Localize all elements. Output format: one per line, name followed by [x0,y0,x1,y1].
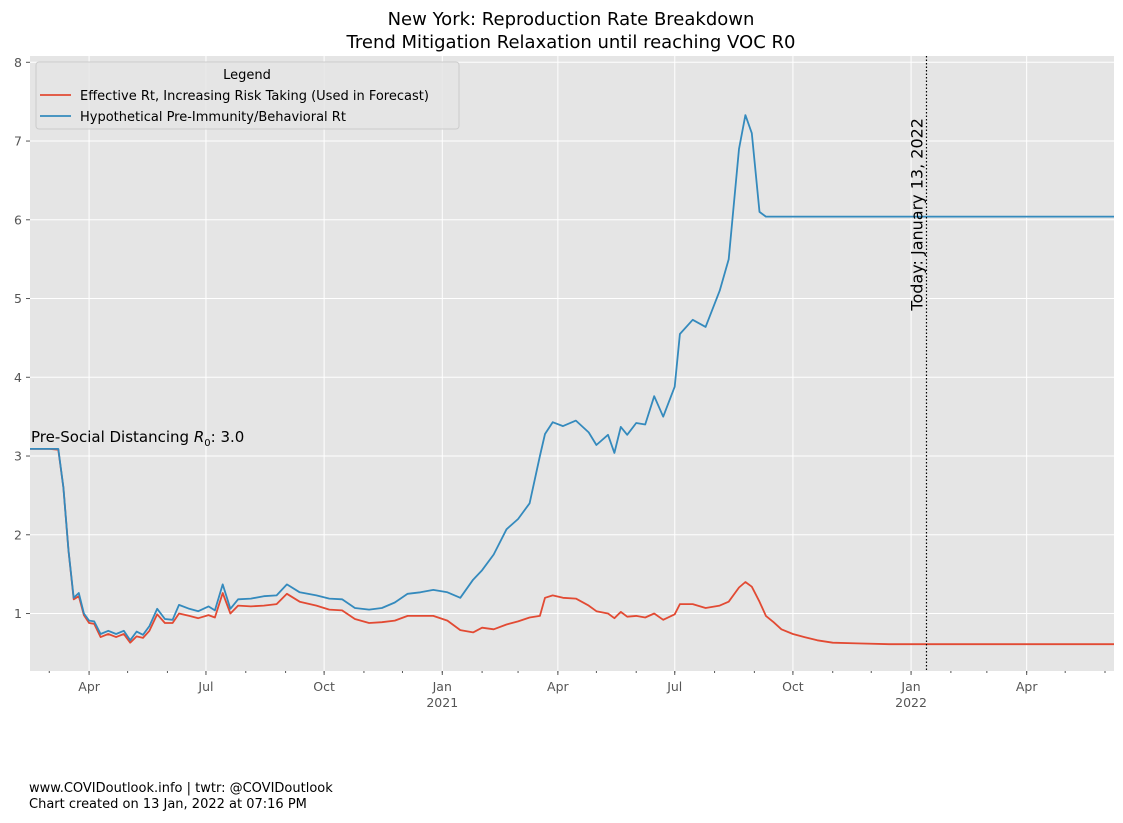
y-tick-label: 7 [14,134,22,149]
series-line-0 [30,448,1114,646]
annotations: Pre-Social Distancing R0: 3.0 Today: Janu… [31,56,928,671]
chart-title: New York: Reproduction Rate Breakdown [388,9,755,30]
today-label: Today: January 13, 2022 [907,118,926,312]
x-tick-year-label: 2022 [895,695,927,710]
x-tick-label: Apr [1016,679,1038,694]
y-tick-label: 3 [14,449,22,464]
footer: www.COVIDoutlook.info | twtr: @COVIDoutl… [29,781,333,813]
x-tick-label: Apr [78,679,100,694]
x-tick-label: Jul [666,679,682,694]
chart-subtitle: Trend Mitigation Relaxation until reachi… [346,32,796,53]
x-tick-label: Jan [900,679,920,694]
y-tick-label: 2 [14,527,22,542]
y-tick-label: 6 [14,212,22,227]
y-tick-label: 1 [14,606,22,621]
footer-credit: www.COVIDoutlook.info | twtr: @COVIDoutl… [29,781,333,796]
series-line-1 [30,114,1114,642]
y-tick-label: 4 [14,370,22,385]
x-tick-label: Oct [313,679,335,694]
x-tick-label: Jan [432,679,452,694]
legend-title: Legend [223,68,271,83]
series-lines [30,114,1114,646]
r0-annotation: Pre-Social Distancing R0: 3.0 [31,428,244,449]
footer-created: Chart created on 13 Jan, 2022 at 07:16 P… [29,797,307,812]
legend-label-1: Hypothetical Pre-Immunity/Behavioral Rt [80,110,346,125]
y-tick-label: 8 [14,55,22,70]
x-tick-label: Jul [197,679,213,694]
plot-area [30,56,1114,671]
y-tick-label: 5 [14,291,22,306]
legend: Legend Effective Rt, Increasing Risk Taki… [35,61,460,130]
grid [30,56,1114,671]
legend-label-0: Effective Rt, Increasing Risk Taking (Us… [80,89,429,104]
legend-box [35,61,460,130]
x-tick-year-label: 2021 [426,695,458,710]
x-tick-label: Oct [782,679,804,694]
x-tick-label: Apr [547,679,569,694]
